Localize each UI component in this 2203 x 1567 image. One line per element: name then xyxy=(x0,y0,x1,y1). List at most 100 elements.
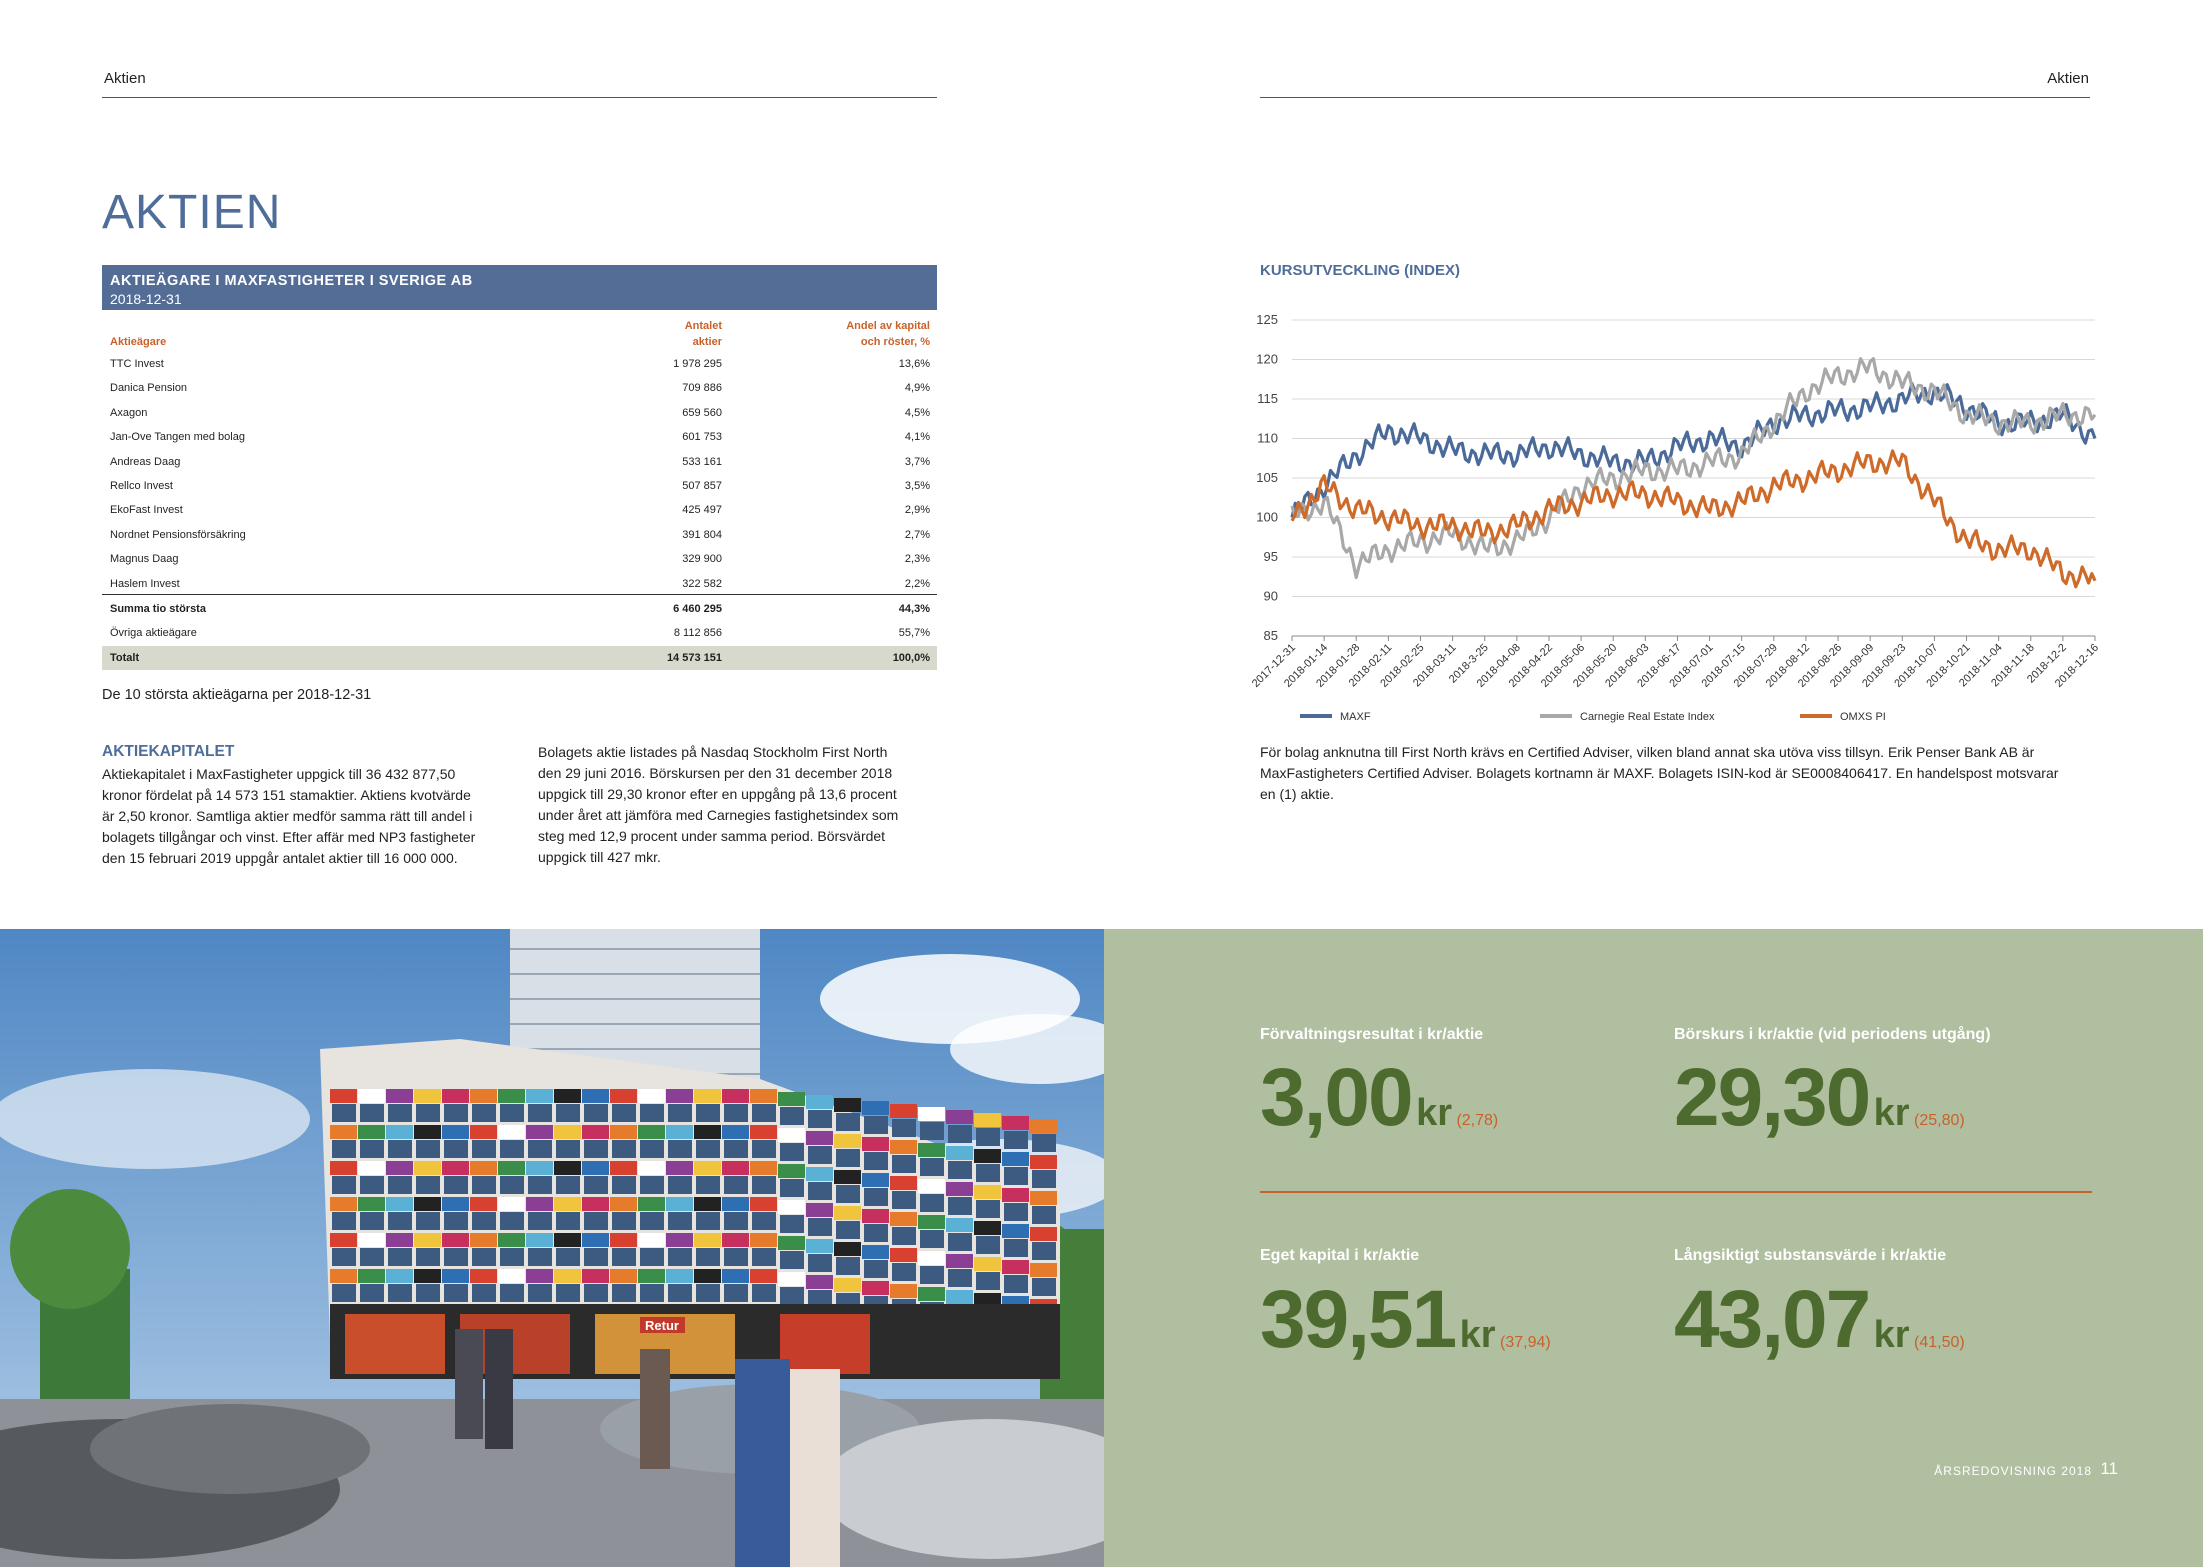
facade-window xyxy=(416,1140,440,1158)
legend-label: OMXS PI xyxy=(1840,711,1886,723)
col-header-owner: Aktieägare xyxy=(110,336,167,348)
facade-window xyxy=(948,1161,972,1179)
facade-panel xyxy=(862,1173,889,1187)
facade-window xyxy=(836,1185,860,1203)
y-tick-label: 125 xyxy=(1256,312,1278,327)
facade-panel xyxy=(554,1161,581,1175)
facade-window xyxy=(752,1284,776,1302)
facade-panel xyxy=(666,1161,693,1175)
facade-window xyxy=(500,1248,524,1266)
facade-window xyxy=(808,1218,832,1236)
facade-panel xyxy=(414,1233,441,1247)
facade-panel xyxy=(918,1251,945,1265)
legend-label: MAXF xyxy=(1340,711,1371,723)
facade-window xyxy=(444,1104,468,1122)
facade-window xyxy=(332,1212,356,1230)
facade-window xyxy=(1004,1167,1028,1185)
facade-window xyxy=(528,1104,552,1122)
footer-label: ÅRSREDOVISNING 2018 xyxy=(1934,1464,2092,1478)
facade-panel xyxy=(974,1149,1001,1163)
facade-window xyxy=(612,1104,636,1122)
facade-panel xyxy=(806,1239,833,1253)
facade-window xyxy=(472,1248,496,1266)
facade-panel xyxy=(806,1131,833,1145)
facade-panel xyxy=(722,1125,749,1139)
facade-window xyxy=(584,1248,608,1266)
facade-panel xyxy=(610,1089,637,1103)
facade-window xyxy=(584,1140,608,1158)
facade-panel xyxy=(526,1233,553,1247)
legend-label: Carnegie Real Estate Index xyxy=(1580,711,1715,723)
facade-window xyxy=(500,1140,524,1158)
facade-panel xyxy=(750,1089,777,1103)
facade-window xyxy=(556,1284,580,1302)
facade-panel xyxy=(526,1089,553,1103)
facade-panel xyxy=(918,1107,945,1121)
facade-window xyxy=(528,1140,552,1158)
facade-window xyxy=(836,1221,860,1239)
facade-window xyxy=(1032,1134,1056,1152)
table-title: AKTIEÄGARE I MAXFASTIGHETER I SVERIGE AB xyxy=(110,273,473,289)
series-line-1 xyxy=(1290,357,2097,580)
facade-window xyxy=(640,1212,664,1230)
facade-window xyxy=(1032,1278,1056,1296)
facade-panel xyxy=(1002,1260,1029,1274)
facade-panel xyxy=(1030,1155,1057,1169)
facade-panel xyxy=(946,1146,973,1160)
facade-window xyxy=(1032,1206,1056,1224)
facade-window xyxy=(976,1128,1000,1146)
facade-window xyxy=(444,1212,468,1230)
facade-window xyxy=(612,1284,636,1302)
facade-window xyxy=(556,1212,580,1230)
facade-panel xyxy=(974,1257,1001,1271)
facade-panel xyxy=(1002,1152,1029,1166)
facade-panel xyxy=(1030,1227,1057,1241)
facade-panel xyxy=(330,1161,357,1175)
chart-lines xyxy=(1290,357,2097,589)
facade-window xyxy=(808,1182,832,1200)
facade-panel xyxy=(386,1197,413,1211)
facade-window xyxy=(696,1248,720,1266)
y-tick-label: 95 xyxy=(1264,549,1278,564)
facade-panel xyxy=(834,1170,861,1184)
facade-window xyxy=(668,1212,692,1230)
facade-window xyxy=(836,1257,860,1275)
facade-window xyxy=(892,1263,916,1281)
kpi-value-forvaltning: 3,00 kr (2,78) xyxy=(1260,1052,1499,1143)
table-row-other: Övriga aktieägare 8 112 856 55,7% xyxy=(110,627,930,639)
facade-panel xyxy=(862,1245,889,1259)
facade-panel xyxy=(834,1278,861,1292)
facade-panel xyxy=(694,1161,721,1175)
facade-window xyxy=(836,1149,860,1167)
table-row: Nordnet Pensionsförsäkring 391 804 2,7% xyxy=(110,528,930,541)
facade-panel xyxy=(358,1125,385,1139)
facade-panel xyxy=(694,1233,721,1247)
facade-panel xyxy=(778,1164,805,1178)
facade-window xyxy=(864,1116,888,1134)
facade-window xyxy=(360,1284,384,1302)
facade-window xyxy=(780,1179,804,1197)
facade-window xyxy=(920,1194,944,1212)
facade-window xyxy=(696,1176,720,1194)
facade-window xyxy=(1032,1170,1056,1188)
facade-window xyxy=(416,1176,440,1194)
facade-panel xyxy=(470,1125,497,1139)
facade-panel xyxy=(890,1140,917,1154)
facade-panel xyxy=(694,1197,721,1211)
facade-window xyxy=(528,1248,552,1266)
facade-panel xyxy=(862,1101,889,1115)
facade-window xyxy=(724,1104,748,1122)
facade-panel xyxy=(554,1197,581,1211)
facade-window xyxy=(472,1104,496,1122)
facade-window xyxy=(556,1248,580,1266)
facade-window xyxy=(332,1176,356,1194)
y-tick-label: 100 xyxy=(1256,510,1278,525)
facade-window xyxy=(640,1176,664,1194)
facade-panel xyxy=(442,1161,469,1175)
facade-panel xyxy=(498,1233,525,1247)
facade-panel xyxy=(1002,1116,1029,1130)
facade-window xyxy=(892,1227,916,1245)
facade-window xyxy=(612,1176,636,1194)
table-row: Haslem Invest 322 582 2,2% xyxy=(110,577,930,590)
facade-window xyxy=(752,1140,776,1158)
